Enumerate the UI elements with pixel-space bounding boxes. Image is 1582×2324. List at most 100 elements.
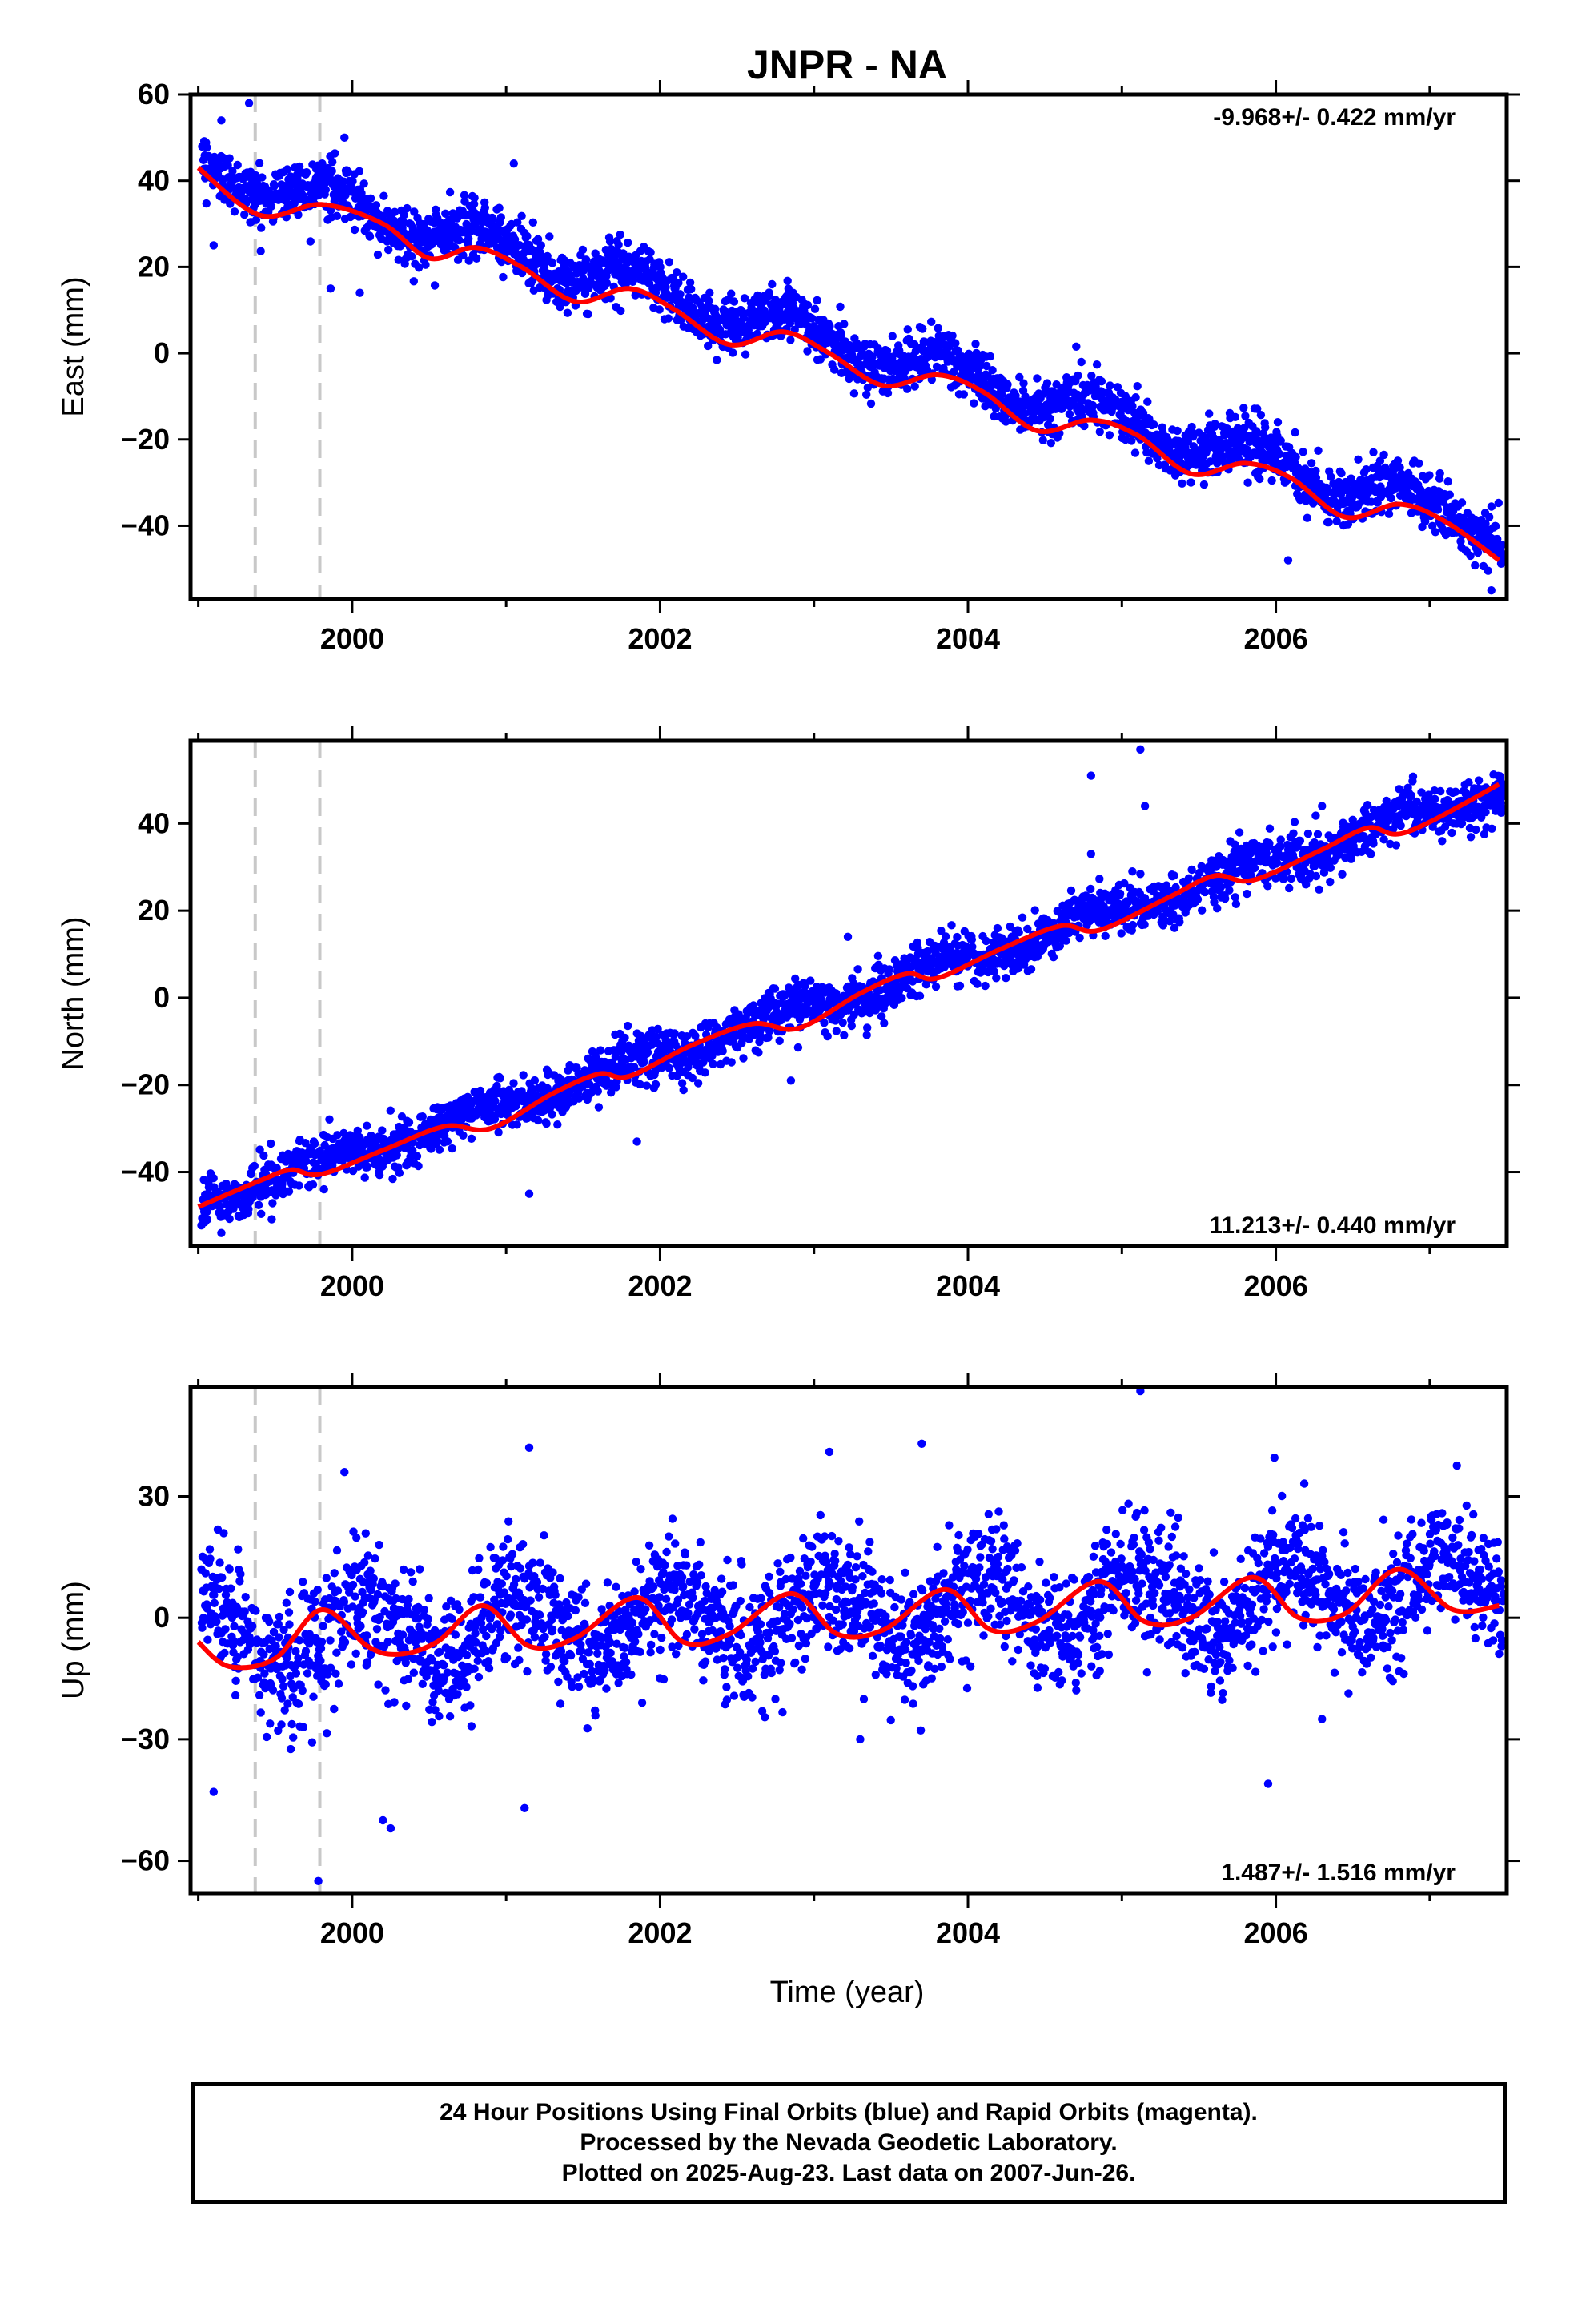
north-data-point: [333, 1131, 342, 1140]
east-data-point: [332, 211, 342, 220]
north-data-point: [492, 1081, 501, 1091]
east-data-point: [1433, 505, 1443, 514]
north-data-point: [553, 1120, 562, 1129]
north-data-point: [1243, 889, 1251, 899]
east-data-point: [1487, 502, 1496, 511]
east-data-point: [1303, 513, 1312, 522]
north-data-point: [353, 1126, 362, 1136]
north-data-point: [533, 1116, 543, 1125]
east-data-point: [655, 305, 664, 314]
east-data-point: [1122, 416, 1131, 426]
east-data-point: [1395, 463, 1404, 472]
east-data-point: [1291, 452, 1300, 461]
east-data-point: [1379, 450, 1388, 460]
east-data-point: [548, 259, 557, 267]
north-data-point: [1117, 929, 1126, 938]
north-data-point: [908, 977, 917, 986]
north-data-point: [491, 1096, 500, 1106]
east-data-point: [1457, 498, 1467, 507]
north-data-point: [636, 1080, 644, 1089]
north-data-point: [982, 936, 990, 946]
east-data-point: [1421, 517, 1430, 526]
east-data-point: [1033, 374, 1042, 383]
north-data-point: [670, 1029, 679, 1038]
east-data-point: [563, 308, 572, 317]
north-data-point: [981, 981, 990, 991]
east-data-point: [1186, 478, 1195, 487]
east-data-point: [868, 352, 877, 361]
north-data-point: [375, 1171, 384, 1180]
east-x-tick-label: 2006: [1244, 622, 1308, 655]
north-data-point: [476, 1086, 485, 1096]
east-data-point: [1046, 414, 1054, 423]
east-data-point: [605, 237, 615, 246]
north-data-point: [880, 1019, 889, 1027]
east-data-point: [1173, 426, 1182, 436]
north-data-point: [395, 1168, 404, 1177]
east-data-point: [251, 215, 261, 224]
east-data-point: [384, 245, 393, 255]
east-data-point: [230, 207, 239, 216]
east-y-tick-label: −40: [121, 509, 170, 541]
east-data-point: [1324, 517, 1333, 527]
east-data-point: [302, 168, 311, 177]
east-data-point: [803, 300, 813, 310]
east-data-point: [1309, 499, 1318, 508]
north-data-point: [295, 1181, 303, 1190]
north-data-point: [1159, 915, 1168, 923]
east-data-point: [685, 278, 695, 287]
north-data-point: [806, 976, 815, 985]
north-data-point: [624, 1021, 632, 1031]
north-data-point: [915, 991, 925, 1000]
north-data-point: [517, 1087, 526, 1096]
north-data-point: [418, 1112, 427, 1121]
north-data-point: [408, 1146, 417, 1155]
east-data-point: [711, 304, 720, 313]
east-data-point: [903, 384, 912, 393]
north-data-point: [267, 1215, 276, 1224]
east-data-point: [267, 202, 275, 211]
north-data-point: [1210, 898, 1219, 907]
north-data-point: [838, 1018, 847, 1027]
east-data-point: [1435, 468, 1444, 478]
east-outlier-point: [217, 116, 226, 125]
east-data-point: [959, 390, 969, 399]
east-data-point: [971, 340, 980, 348]
north-data-point: [272, 1164, 281, 1172]
east-y-tick-label: 40: [138, 164, 170, 197]
east-data-point: [496, 213, 505, 222]
east-data-point: [523, 231, 532, 241]
east-data-point: [816, 355, 825, 364]
east-data-point: [1020, 409, 1030, 418]
east-data-point: [1261, 423, 1270, 432]
east-data-point: [1092, 360, 1102, 369]
east-data-point: [1241, 412, 1250, 420]
north-data-point: [993, 923, 1002, 933]
east-y-tick-label: −20: [121, 423, 170, 456]
east-data-point: [510, 235, 520, 244]
east-data-point: [1199, 480, 1209, 489]
east-data-point: [366, 194, 375, 203]
east-data-point: [513, 218, 522, 227]
east-data-point: [1354, 455, 1363, 464]
east-data-point: [849, 389, 859, 398]
east-y-axis-label: East (mm): [57, 276, 90, 416]
east-data-point: [1311, 466, 1320, 476]
north-data-point: [1049, 953, 1058, 962]
north-data-point: [1171, 883, 1180, 892]
north-data-point: [770, 984, 780, 993]
north-data-point: [310, 1139, 319, 1148]
east-data-point: [430, 281, 440, 290]
north-data-point: [1115, 889, 1125, 898]
east-data-point: [808, 314, 817, 323]
north-data-point: [593, 1087, 602, 1096]
north-data-point: [1018, 913, 1027, 922]
north-data-point: [749, 1001, 758, 1010]
north-daily-positions: [197, 745, 1507, 1237]
north-data-point: [1170, 923, 1179, 932]
east-data-point: [355, 167, 364, 175]
east-daily-positions: [198, 99, 1507, 595]
north-data-point: [820, 1019, 829, 1027]
east-data-point: [918, 324, 927, 333]
east-data-point: [837, 331, 845, 340]
